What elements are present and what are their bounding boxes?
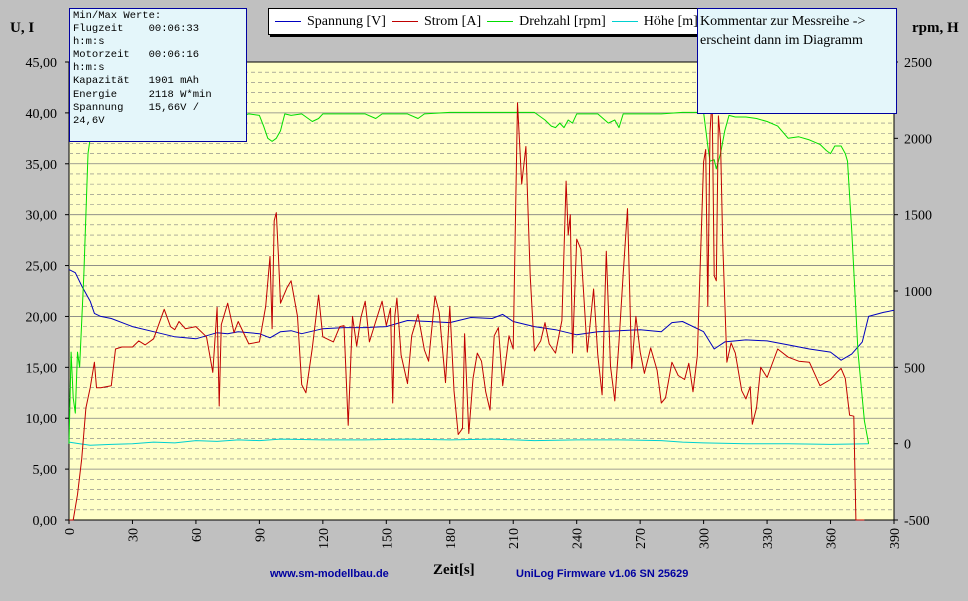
x-tick-label: 390 <box>888 528 903 549</box>
legend-swatch-height <box>611 21 638 22</box>
legend-label-height: Höhe [m] <box>643 13 698 29</box>
y-left-tick-label: 25,00 <box>26 260 58 275</box>
height-line <box>68 438 869 446</box>
min-max-info-box: Min/Max Werte: Flugzeit 00:06:33 h:m:s M… <box>69 8 247 142</box>
legend-swatch-rpm <box>487 21 514 22</box>
website-link[interactable]: www.sm-modellbau.de <box>270 568 389 580</box>
info-line: Flugzeit 00:06:33 <box>73 23 200 36</box>
legend-item-height: Höhe [m] <box>611 13 698 30</box>
y-left-tick-label: 45,00 <box>26 56 58 71</box>
y-right-tick-label: 0 <box>904 438 911 453</box>
info-line: Min/Max Werte: <box>73 10 162 22</box>
y-left-tick-label: 10,00 <box>26 412 58 427</box>
x-tick-label: 0 <box>63 528 78 535</box>
y-left-tick-label: 40,00 <box>26 107 58 122</box>
x-tick-label: 270 <box>634 528 649 549</box>
left-axis-ticks: 0,00 5,00 10,00 15,00 20,00 25,00 30,00 35,00 40… <box>26 56 69 529</box>
firmware-label: UniLog Firmware v1.06 SN 25629 <box>516 568 689 580</box>
x-tick-label: 240 <box>571 528 586 549</box>
y-left-axis-title: U, I <box>10 20 35 36</box>
info-line: 24,6V <box>73 114 105 127</box>
info-line: Spannung 15,66V / <box>73 101 200 114</box>
y-right-tick-label: 2500 <box>904 56 932 71</box>
x-tick-label: 90 <box>253 528 268 542</box>
x-tick-label: 120 <box>317 528 332 549</box>
comment-box[interactable]: Kommentar zur Messreihe -> erscheint dan… <box>697 8 897 114</box>
y-right-tick-label: -500 <box>904 514 930 529</box>
info-line: Energie 2118 W*min <box>73 88 212 101</box>
legend-swatch-voltage <box>275 21 301 22</box>
current-line <box>69 97 865 521</box>
info-line: h:m:s <box>73 62 105 75</box>
comment-line: Kommentar zur Messreihe -> <box>700 14 866 29</box>
info-line: Motorzeit 00:06:16 <box>73 49 200 62</box>
legend-item-rpm: Drehzahl [rpm] <box>487 14 606 30</box>
y-right-axis-title: rpm, H <box>912 20 959 36</box>
chart-legend: Spannung [V] Strom [A] Drehzahl [rpm] Hö… <box>268 8 710 35</box>
x-tick-label: 150 <box>380 528 395 549</box>
y-right-tick-label: 1500 <box>904 209 932 224</box>
y-left-tick-label: 15,00 <box>26 361 58 376</box>
x-tick-label: 360 <box>825 528 840 549</box>
y-left-tick-label: 35,00 <box>26 158 58 173</box>
info-line: Kapazität 1901 mAh <box>73 75 200 88</box>
x-axis-title: Zeit[s] <box>433 562 475 578</box>
comment-line: erscheint dann im Diagramm <box>700 33 863 48</box>
x-tick-label: 330 <box>761 528 776 549</box>
x-tick-label: 180 <box>444 528 459 549</box>
info-line: h:m:s <box>73 36 105 49</box>
y-left-tick-label: 0,00 <box>33 514 58 529</box>
voltage-line <box>68 269 895 361</box>
right-axis-ticks: -500 0 500 1000 1500 2000 2500 <box>894 56 932 529</box>
legend-label-rpm: Drehzahl [rpm] <box>519 13 606 29</box>
y-left-tick-label: 5,00 <box>33 463 58 478</box>
x-tick-label: 60 <box>190 528 205 542</box>
x-tick-label: 30 <box>126 528 141 542</box>
y-left-tick-label: 30,00 <box>26 209 58 224</box>
y-right-tick-label: 1000 <box>904 285 932 300</box>
legend-item-current: Strom [A] <box>391 13 482 30</box>
y-right-tick-label: 500 <box>904 361 925 376</box>
legend-label-current: Strom [A] <box>423 13 482 29</box>
x-axis-ticks: 0 30 60 90 120 150 180 210 240 270 300 330 360 390 <box>63 520 903 549</box>
legend-label-voltage: Spannung [V] <box>307 13 386 29</box>
y-left-tick-label: 20,00 <box>26 310 58 325</box>
legend-item-voltage: Spannung [V] <box>275 14 386 30</box>
minor-gridlines <box>69 71 894 511</box>
y-right-tick-label: 2000 <box>904 132 932 147</box>
x-tick-label: 210 <box>507 528 522 549</box>
x-tick-label: 300 <box>698 528 713 549</box>
legend-swatch-current <box>391 21 418 22</box>
